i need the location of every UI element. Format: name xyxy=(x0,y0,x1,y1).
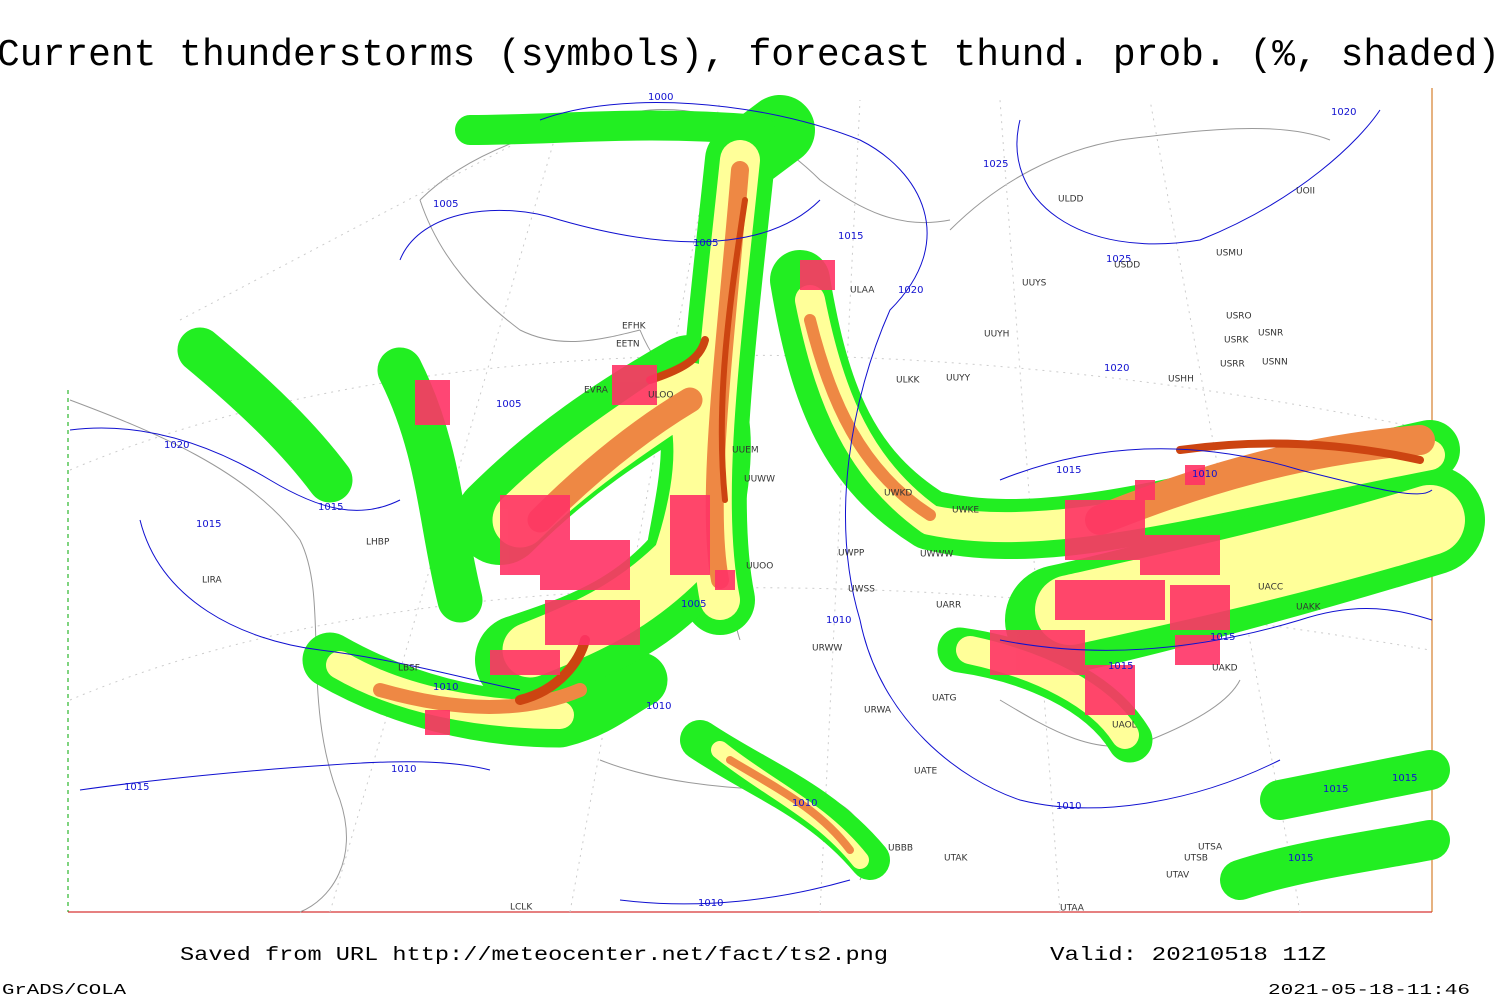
station-label: UTAV xyxy=(1166,871,1190,881)
station-label: LIRA xyxy=(202,576,223,586)
isobar-label: 1015 xyxy=(318,502,343,513)
thunderstorm-symbols xyxy=(415,260,1230,735)
isobar-label: 1020 xyxy=(1104,363,1129,374)
station-label: UUEM xyxy=(732,446,759,456)
station-label: UUYS xyxy=(1022,279,1047,289)
station-label: UWPP xyxy=(838,549,865,559)
station-label: USDD xyxy=(1114,261,1140,271)
isobar-label: 1010 xyxy=(826,615,851,626)
map: 1000 1005 1005 1015 1020 1025 1025 1020 … xyxy=(67,88,1485,914)
station-label: UAKD xyxy=(1212,664,1238,674)
isobar-label: 1020 xyxy=(164,440,189,451)
station-label: UACC xyxy=(1258,583,1283,593)
isobar-label: 1005 xyxy=(681,599,706,610)
isobar-label: 1015 xyxy=(1056,465,1081,476)
station-label: URWW xyxy=(812,644,842,654)
timestamp: 2021-05-18-11:46 xyxy=(1268,982,1470,999)
isobar-label: 1015 xyxy=(1210,632,1235,643)
isobar-label: 1005 xyxy=(496,399,521,410)
isobar-label: 1015 xyxy=(1288,853,1313,864)
isobar-label: 1015 xyxy=(1392,773,1417,784)
isobar-label: 1000 xyxy=(648,92,673,103)
isobar-label: 1005 xyxy=(433,199,458,210)
station-label: USNN xyxy=(1262,358,1288,368)
station-label: UWWW xyxy=(920,550,953,560)
probability-shading xyxy=(177,95,1485,900)
station-label: UBBB xyxy=(888,844,913,854)
station-label: ULKK xyxy=(896,376,921,386)
isobar-label: 1005 xyxy=(693,238,718,249)
station-label: URWA xyxy=(864,706,892,716)
station-label: UTSB xyxy=(1184,854,1208,864)
station-label: ULOO xyxy=(648,391,673,401)
station-label: USNR xyxy=(1258,329,1283,339)
station-label: USRK xyxy=(1224,336,1250,346)
isobar-label: 1010 xyxy=(792,798,817,809)
isobar-label: 1010 xyxy=(433,682,458,693)
isobar-label: 1010 xyxy=(391,764,416,775)
station-label: UATE xyxy=(914,767,938,777)
station-label: ULDD xyxy=(1058,195,1084,205)
isobar-label: 1015 xyxy=(1323,784,1348,795)
isobar-label: 1020 xyxy=(898,285,923,296)
station-label: UUOO xyxy=(746,562,773,572)
station-label: UTAA xyxy=(1060,904,1085,914)
station-label: USMU xyxy=(1216,249,1243,259)
isobar-label: 1015 xyxy=(1108,661,1133,672)
isobars xyxy=(69,102,1433,905)
station-label: UUYY xyxy=(946,374,971,384)
station-label: LCLK xyxy=(510,903,533,913)
station-label: UAOL xyxy=(1112,721,1137,731)
valid-time: Valid: 20210518 11Z xyxy=(1050,944,1326,966)
station-label: LBSF xyxy=(398,664,420,674)
isobar-label: 1020 xyxy=(1331,107,1356,118)
station-label: UWKE xyxy=(952,506,979,516)
station-label: EVRA xyxy=(584,386,609,396)
isobar-labels: 1000 1005 1005 1015 1020 1025 1025 1020 … xyxy=(124,92,1417,909)
station-label: UTAK xyxy=(944,854,969,864)
station-label: UAKK xyxy=(1296,603,1322,613)
station-label: UARR xyxy=(936,601,961,611)
station-label: UATG xyxy=(932,694,957,704)
station-label: ULAA xyxy=(850,286,875,296)
isobar-label: 1025 xyxy=(1106,254,1131,265)
station-label: LHBP xyxy=(366,538,390,548)
station-label: UWKD xyxy=(884,489,912,499)
isobar-label: 1010 xyxy=(698,898,723,909)
isobar-label: 1010 xyxy=(1192,469,1217,480)
station-labels: ULAA UUYS UUYH UUYY ULKK USMU USDD ULDD UOII USRO… xyxy=(202,187,1322,914)
title: Current thunderstorms (symbols), forecas… xyxy=(0,34,1500,77)
software: GrADS/COLA xyxy=(2,982,126,999)
isobar-label: 1015 xyxy=(196,519,221,530)
station-label: UOII xyxy=(1296,187,1315,197)
station-label: USHH xyxy=(1168,375,1194,385)
isobar-label: 1025 xyxy=(983,159,1008,170)
station-label: UUYH xyxy=(984,330,1009,340)
station-label: UUWW xyxy=(744,475,775,485)
station-label: USRR xyxy=(1220,360,1245,370)
isobar-label: 1010 xyxy=(646,701,671,712)
station-label: EFHK xyxy=(622,322,647,332)
isobar-label: 1015 xyxy=(838,231,863,242)
station-label: UWSS xyxy=(848,585,875,595)
station-label: EETN xyxy=(616,340,640,350)
source-url: Saved from URL http://meteocenter.net/fa… xyxy=(180,944,888,966)
isobar-label: 1015 xyxy=(124,782,149,793)
isobar-label: 1010 xyxy=(1056,801,1081,812)
station-label: USRO xyxy=(1226,312,1252,322)
station-label: UTSA xyxy=(1198,843,1223,853)
